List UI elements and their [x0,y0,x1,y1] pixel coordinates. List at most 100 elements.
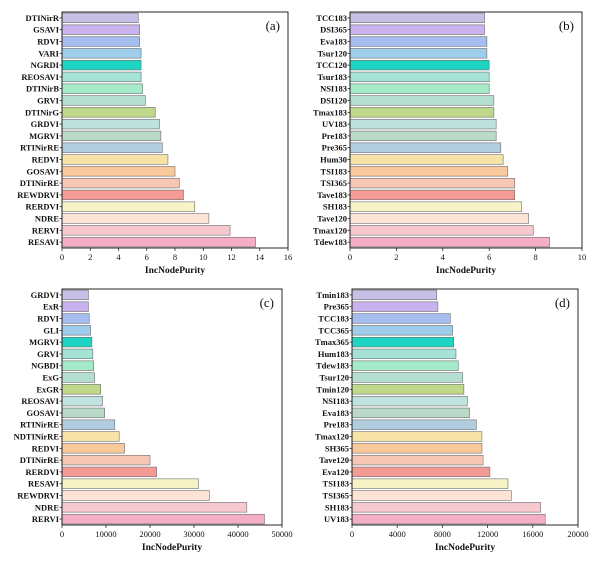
category-label: REWDRVI [17,190,59,200]
category-label: NSI183 [320,84,347,94]
bar [351,372,464,383]
bar [351,478,509,489]
bar [61,24,140,35]
category-label: Tsur183 [318,72,347,82]
x-tick-label: 10000 [95,529,116,539]
x-tick-label: 20000 [567,529,588,539]
category-label: TSI183 [323,479,349,489]
category-label: Tsur120 [320,373,349,383]
x-tick-label: 10 [578,252,587,262]
category-label: TSI183 [321,166,347,176]
bar [349,59,490,71]
bar [351,360,459,371]
bar [61,59,142,71]
bar [61,466,157,478]
category-label: Tave120 [317,214,347,224]
bar [61,490,210,501]
x-tick-label: 2 [394,252,398,262]
bar [61,36,140,47]
category-label: REOSAVI [21,396,59,406]
category-label: GRDVI [31,119,60,129]
category-label: SH183 [323,202,347,212]
bar [351,313,451,324]
bar [61,177,180,189]
category-label: NDRE [35,214,59,224]
bar [61,325,91,336]
x-tick-label: 8000 [434,529,451,539]
bar [351,513,546,525]
panel-label: (a) [266,18,280,33]
category-label: RESAVI [28,479,60,489]
category-label: TCC120 [316,60,347,70]
bar [349,130,497,142]
bar [351,407,470,419]
category-label: Tdew183 [314,237,347,247]
category-label: REOSAVI [21,72,59,82]
x-tick-label: 4 [116,252,121,262]
bar [61,384,102,395]
x-tick-label: 2 [88,252,92,262]
bar [351,384,465,395]
plot-frame [61,288,283,526]
bar [61,213,210,224]
category-label: VARI [38,48,59,58]
bar [351,454,484,466]
x-tick-label: 0 [348,252,352,262]
bar [349,154,504,165]
bar [61,502,248,513]
x-tick-label: 14 [256,252,265,262]
category-label: TCC365 [318,325,349,335]
category-label: Pre365 [324,302,349,312]
bar [61,154,169,165]
x-tick-label: 8 [533,252,537,262]
bar [61,372,95,383]
bar [61,454,151,466]
category-label: GLI [43,325,59,335]
category-label: Eva183 [322,408,349,418]
bar [61,443,125,454]
bar [351,336,454,348]
bar [61,348,94,360]
bar [351,348,457,360]
category-label: SH365 [325,443,349,453]
x-tick-label: 4000 [389,529,406,539]
category-label: Tmax365 [315,337,349,347]
category-label: DSI120 [320,96,347,106]
bar [61,130,162,142]
category-label: GOSAVI [27,166,60,176]
category-label: NGBDI [31,361,60,371]
bar [351,289,438,301]
bar [61,313,90,324]
bar [61,478,199,489]
bar [351,395,468,407]
category-label: REDVI [32,155,60,165]
panel-label: (c) [260,295,274,310]
category-label: DTINirRE [20,455,60,465]
bar [349,166,509,177]
plot-frame [351,288,579,526]
bar [349,236,550,248]
bar [61,336,93,348]
x-axis-label: IncNodePurity [145,266,205,276]
bar [61,142,163,153]
category-label: MGRVI [29,337,60,347]
x-tick-label: 40000 [227,529,248,539]
plot-frame [61,11,289,249]
bar [61,395,103,407]
bar [61,419,116,430]
category-label: GOSAVI [27,408,60,418]
category-label: SH183 [325,502,349,512]
category-label: DSI365 [320,25,347,35]
bar [349,142,502,153]
category-label: NDRE [35,502,59,512]
bar [61,431,120,442]
bar [61,166,176,177]
category-label: Tave120 [319,455,349,465]
bar [61,289,89,301]
category-label: ExG [42,373,59,383]
plot-frame [349,11,583,249]
category-label: RERDVI [25,202,59,212]
